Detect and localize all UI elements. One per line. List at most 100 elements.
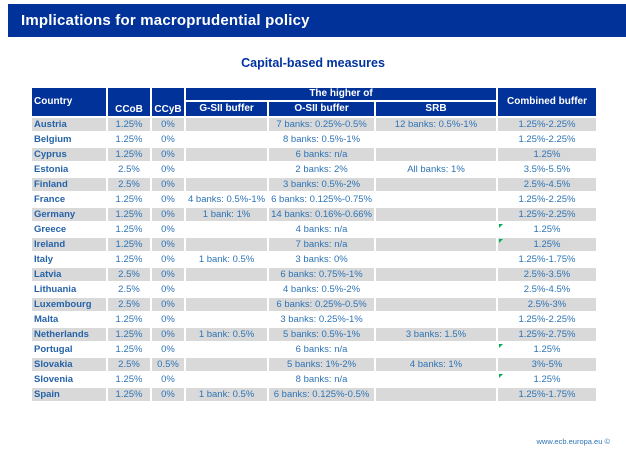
table-body: Austria 1.25% 0% 7 banks: 0.25%-0.5% 12 bank…: [32, 118, 596, 401]
combined-cell: 1.25%-2.25%: [497, 313, 596, 326]
srb-cell: [375, 178, 496, 191]
country-cell: Luxembourg: [32, 298, 106, 311]
slide-title-bar: Implications for macroprudential policy: [8, 4, 626, 37]
gsii-cell: 1 bank: 0.5%: [186, 253, 268, 266]
gsii-cell: [186, 178, 268, 191]
osii-cell: 5 banks: 0.5%-1%: [269, 328, 374, 341]
srb-cell: [375, 283, 496, 296]
ccob-cell: 2.5%: [108, 298, 150, 311]
table-row: Ireland 1.25% 0% 7 banks: n/a 1.25%: [32, 238, 596, 251]
ccob-cell: 2.5%: [108, 268, 150, 281]
ccyb-cell: 0%: [152, 148, 184, 161]
srb-cell: [375, 373, 496, 386]
combined-cell: 1.25%-2.25%: [497, 193, 596, 206]
osii-cell: 8 banks: 0.5%-1%: [269, 133, 374, 146]
combined-cell: 1.25%-1.75%: [497, 388, 596, 401]
osii-cell: 6 banks: 0.75%-1%: [269, 268, 374, 281]
srb-cell: [375, 343, 496, 356]
column-header-ccob: CCoB: [108, 88, 150, 116]
ccob-cell: 2.5%: [108, 283, 150, 296]
osii-cell: 6 banks: 0.125%-0.5%: [269, 388, 374, 401]
ccyb-cell: 0%: [152, 253, 184, 266]
gsii-cell: 1 bank: 1%: [186, 208, 268, 221]
srb-cell: [375, 148, 496, 161]
osii-cell: 4 banks: 0.5%-2%: [269, 283, 374, 296]
srb-cell: [375, 193, 496, 206]
ccyb-cell: 0%: [152, 268, 184, 281]
combined-cell: 1.25%: [497, 373, 596, 386]
ccyb-cell: 0%: [152, 118, 184, 131]
country-cell: Latvia: [32, 268, 106, 281]
gsii-cell: [186, 163, 268, 176]
ccyb-cell: 0%: [152, 388, 184, 401]
ccyb-cell: 0%: [152, 283, 184, 296]
table-row: Finland 2.5% 0% 3 banks: 0.5%-2% 2.5%-4.5%: [32, 178, 596, 191]
country-cell: Cyprus: [32, 148, 106, 161]
ccyb-cell: 0%: [152, 373, 184, 386]
ccyb-cell: 0.5%: [152, 358, 184, 371]
country-cell: Germany: [32, 208, 106, 221]
osii-cell: 6 banks: n/a: [269, 343, 374, 356]
capital-measures-table: Country CCoB CCyB The higher of Combined…: [30, 86, 598, 403]
table-row: Austria 1.25% 0% 7 banks: 0.25%-0.5% 12 bank…: [32, 118, 596, 131]
ccob-cell: 1.25%: [108, 223, 150, 236]
combined-cell: 1.25%: [497, 238, 596, 251]
gsii-cell: [186, 223, 268, 236]
table-row: Germany 1.25% 0% 1 bank: 1% 14 banks: 0.16%-…: [32, 208, 596, 221]
column-header-higher-of: The higher of: [186, 88, 496, 100]
table-row: France 1.25% 0% 4 banks: 0.5%-1% 6 banks: 0.…: [32, 193, 596, 206]
column-header-country: Country: [32, 88, 106, 116]
gsii-cell: [186, 133, 268, 146]
osii-cell: 2 banks: 2%: [269, 163, 374, 176]
table-row: Slovenia 1.25% 0% 8 banks: n/a 1.25%: [32, 373, 596, 386]
ccob-cell: 1.25%: [108, 313, 150, 326]
table-row: Spain 1.25% 0% 1 bank: 0.5% 6 banks: 0.125%-…: [32, 388, 596, 401]
combined-cell: 2.5%-4.5%: [497, 178, 596, 191]
gsii-cell: [186, 298, 268, 311]
country-cell: Finland: [32, 178, 106, 191]
table-row: Belgium 1.25% 0% 8 banks: 0.5%-1% 1.25%-2.25…: [32, 133, 596, 146]
combined-cell: 2.5%-4.5%: [497, 283, 596, 296]
table-row: Italy 1.25% 0% 1 bank: 0.5% 3 banks: 0% 1.25%…: [32, 253, 596, 266]
osii-cell: 6 banks: n/a: [269, 148, 374, 161]
country-cell: Belgium: [32, 133, 106, 146]
ccyb-cell: 0%: [152, 133, 184, 146]
ccyb-cell: 0%: [152, 208, 184, 221]
gsii-cell: 4 banks: 0.5%-1%: [186, 193, 268, 206]
ccyb-cell: 0%: [152, 238, 184, 251]
ccyb-cell: 0%: [152, 298, 184, 311]
country-cell: Estonia: [32, 163, 106, 176]
table-row: Estonia 2.5% 0% 2 banks: 2% All banks: 1% 3.5…: [32, 163, 596, 176]
column-header-ccyb: CCyB: [152, 88, 184, 116]
osii-cell: 6 banks: 0.125%-0.75%: [269, 193, 374, 206]
table-row: Latvia 2.5% 0% 6 banks: 0.75%-1% 2.5%-3.5%: [32, 268, 596, 281]
country-cell: Portugal: [32, 343, 106, 356]
ccyb-cell: 0%: [152, 328, 184, 341]
column-header-gsii-buffer: G-SII buffer: [186, 102, 268, 116]
comment-marker-icon: [498, 239, 503, 243]
comment-marker-icon: [498, 374, 503, 378]
country-cell: Lithuania: [32, 283, 106, 296]
ccyb-cell: 0%: [152, 313, 184, 326]
column-header-srb: SRB: [375, 102, 496, 116]
combined-cell: 1.25%: [497, 148, 596, 161]
ccob-cell: 1.25%: [108, 373, 150, 386]
ccob-cell: 2.5%: [108, 163, 150, 176]
srb-cell: 4 banks: 1%: [375, 358, 496, 371]
ccob-cell: 1.25%: [108, 328, 150, 341]
combined-cell: 1.25%-2.75%: [497, 328, 596, 341]
country-cell: France: [32, 193, 106, 206]
osii-cell: 7 banks: n/a: [269, 238, 374, 251]
ccob-cell: 1.25%: [108, 208, 150, 221]
comment-marker-icon: [498, 344, 503, 348]
column-header-combined-buffer: Combined buffer: [497, 88, 596, 116]
slide-title: Implications for macroprudential policy: [21, 12, 310, 29]
combined-cell: 1.25%: [497, 223, 596, 236]
table-header: Country CCoB CCyB The higher of Combined…: [32, 88, 596, 116]
gsii-cell: [186, 238, 268, 251]
srb-cell: All banks: 1%: [375, 163, 496, 176]
table-row: Portugal 1.25% 0% 6 banks: n/a 1.25%: [32, 343, 596, 356]
country-cell: Slovakia: [32, 358, 106, 371]
table-row: Luxembourg 2.5% 0% 6 banks: 0.25%-0.5% 2.5%-…: [32, 298, 596, 311]
ccob-cell: 2.5%: [108, 178, 150, 191]
